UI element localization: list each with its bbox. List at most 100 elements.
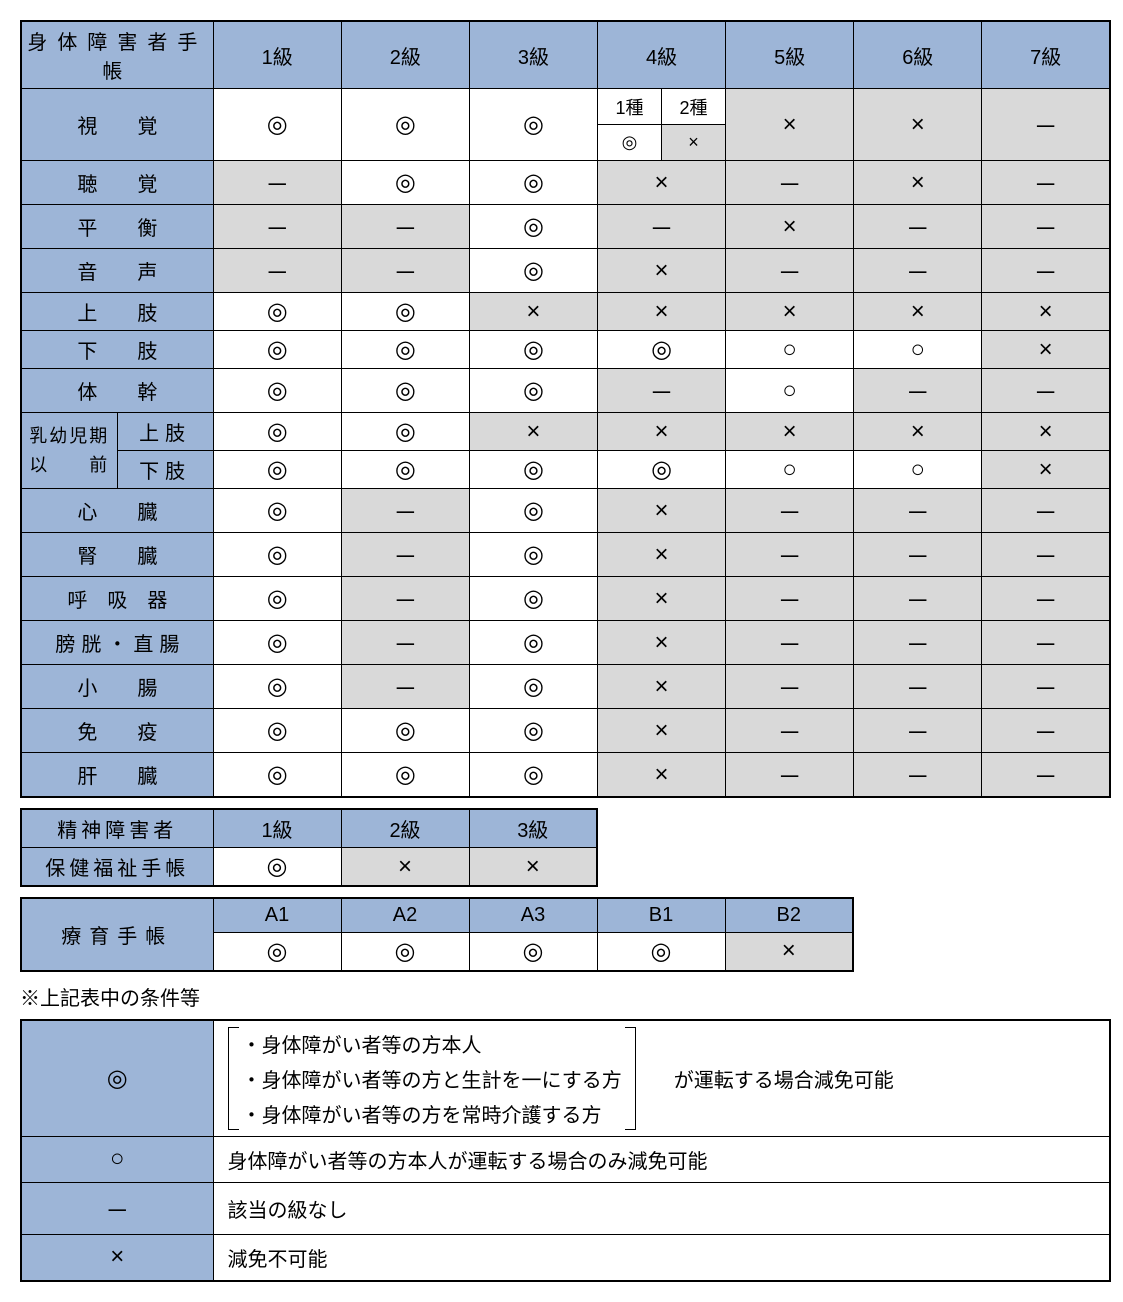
cell: ◎ [469, 489, 597, 533]
cell: ◎ [469, 753, 597, 798]
cell: － [982, 161, 1110, 205]
legend-desc: 該当の級なし [213, 1182, 1110, 1234]
cell: ◎ [341, 161, 469, 205]
row-label: 下肢 [117, 451, 213, 489]
cell: ◎ [213, 932, 341, 971]
row-label: 腎臓 [21, 533, 213, 577]
cell: × [597, 665, 725, 709]
cell: × [982, 451, 1110, 489]
cell: ◎ [213, 709, 341, 753]
cell: × [469, 848, 597, 887]
cell: ◎ [213, 331, 341, 369]
cell: ◎ [341, 932, 469, 971]
legend-table: ◎ ・身体障がい者等の方本人 ・身体障がい者等の方と生計を一にする方 ・身体障が… [20, 1019, 1111, 1282]
legend-desc: ・身体障がい者等の方本人 ・身体障がい者等の方と生計を一にする方 ・身体障がい者… [213, 1020, 1110, 1137]
cell: ◎ [469, 89, 597, 161]
cell: － [726, 577, 854, 621]
grade-header: A3 [469, 898, 597, 932]
cell: × [854, 413, 982, 451]
cell: － [726, 249, 854, 293]
grade-header: 3級 [469, 21, 597, 89]
cell: ◎ [213, 848, 341, 887]
cell: × [725, 932, 853, 971]
cell: ◎ [469, 577, 597, 621]
legend-symbol: × [21, 1234, 213, 1281]
cell: － [341, 665, 469, 709]
grade-header: A2 [341, 898, 469, 932]
cell: － [854, 533, 982, 577]
cell: － [982, 533, 1110, 577]
cell: ○ [726, 331, 854, 369]
cell: × [982, 331, 1110, 369]
mental-health-certificate-table: 精神障害者 1級 2級 3級 保健福祉手帳 ◎ × × [20, 808, 598, 887]
cell: ○ [854, 331, 982, 369]
row-label: 下肢 [21, 331, 213, 369]
table-row: 肝臓◎◎◎×－－－ [21, 753, 1110, 798]
split-val: × [662, 125, 726, 160]
cell: － [854, 621, 982, 665]
cell: － [341, 577, 469, 621]
cell: － [854, 489, 982, 533]
table-row: 呼吸器◎－◎×－－－ [21, 577, 1110, 621]
cell: － [341, 205, 469, 249]
cell: ◎ [597, 451, 725, 489]
legend-symbol: － [21, 1182, 213, 1234]
grade-header: 3級 [469, 809, 597, 848]
grade-header: A1 [213, 898, 341, 932]
table-row: 下肢◎◎◎◎○○× [21, 451, 1110, 489]
cell: ◎ [469, 205, 597, 249]
cell: － [982, 665, 1110, 709]
cell: ◎ [213, 665, 341, 709]
cell: × [597, 413, 725, 451]
cell: × [597, 249, 725, 293]
cell: × [341, 848, 469, 887]
grade-header: 7級 [982, 21, 1110, 89]
cell: － [982, 621, 1110, 665]
cell: × [597, 621, 725, 665]
legend-symbol: ○ [21, 1136, 213, 1182]
cell: ◎ [469, 161, 597, 205]
cell: ◎ [469, 621, 597, 665]
cell: ◎ [213, 369, 341, 413]
grade-header: 6級 [854, 21, 982, 89]
cell: － [982, 205, 1110, 249]
cell: × [982, 413, 1110, 451]
cell: － [341, 489, 469, 533]
cell: － [982, 249, 1110, 293]
split-val: ◎ [598, 125, 662, 160]
table-row: 心臓◎－◎×－－－ [21, 489, 1110, 533]
cell: ◎ [469, 331, 597, 369]
cell: － [982, 489, 1110, 533]
legend-desc: 身体障がい者等の方本人が運転する場合のみ減免可能 [213, 1136, 1110, 1182]
grade-header: 2級 [341, 21, 469, 89]
cell: － [341, 249, 469, 293]
bracket-item: ・身体障がい者等の方本人 [242, 1029, 622, 1058]
cell: － [213, 249, 341, 293]
cell: － [726, 489, 854, 533]
table-row: 体幹◎◎◎－○－－ [21, 369, 1110, 413]
row-label: 呼吸器 [21, 577, 213, 621]
group-label: 乳幼児期以 前 [21, 413, 117, 489]
cell: － [726, 621, 854, 665]
grade-header: 1級 [213, 809, 341, 848]
cell: ◎ [469, 249, 597, 293]
cell: ◎ [213, 577, 341, 621]
legend-symbol: ◎ [21, 1020, 213, 1137]
bracket-item: ・身体障がい者等の方と生計を一にする方 [242, 1064, 622, 1093]
cell: － [597, 205, 725, 249]
table-row: 平衡－－◎－×－－ [21, 205, 1110, 249]
row-label: 音声 [21, 249, 213, 293]
grade-header: 2級 [341, 809, 469, 848]
cell: ◎ [341, 753, 469, 798]
t2-header-2: 保健福祉手帳 [21, 848, 213, 887]
row-label: 心臓 [21, 489, 213, 533]
cell: × [982, 293, 1110, 331]
t1-header: 身体障害者手帳 [21, 21, 213, 89]
cell: － [726, 161, 854, 205]
table-row: 膀胱・直腸◎－◎×－－－ [21, 621, 1110, 665]
cell: － [726, 753, 854, 798]
cell: × [854, 293, 982, 331]
row-label: 上肢 [21, 293, 213, 331]
table-row: 腎臓◎－◎×－－－ [21, 533, 1110, 577]
cell: － [213, 205, 341, 249]
